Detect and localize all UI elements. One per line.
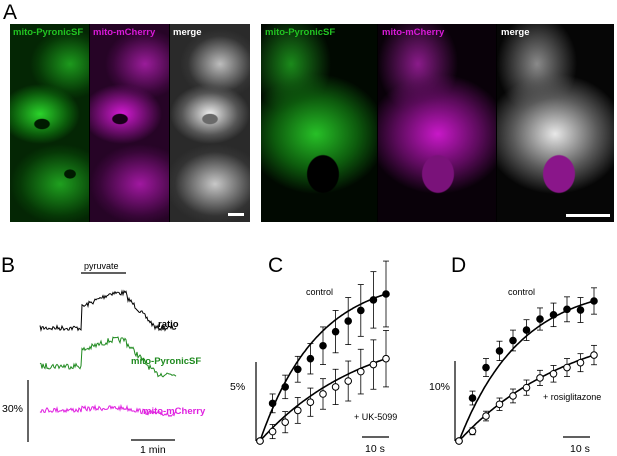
data-point xyxy=(331,327,340,336)
caption-left-magenta: mito-mCherry xyxy=(93,27,156,38)
stim-label-pyruvate: pyruvate xyxy=(84,261,119,271)
data-point xyxy=(344,317,352,325)
data-point xyxy=(495,400,504,409)
micrograph-left: mito-PyronicSF mito-mCherry merge xyxy=(10,24,250,222)
data-point xyxy=(357,367,365,376)
data-point xyxy=(536,315,544,323)
label-mcherry: mito-mCherry xyxy=(143,406,206,417)
data-point xyxy=(549,311,558,319)
scale-label-30: 30% xyxy=(2,403,24,415)
data-point xyxy=(256,437,264,445)
label-pyronicsf: mito-PyronicSF xyxy=(131,356,202,367)
data-point xyxy=(281,383,290,391)
caption-right-merge: merge xyxy=(501,27,530,38)
data-point xyxy=(268,399,277,408)
data-point xyxy=(576,306,585,314)
label-control-c: control xyxy=(306,287,334,297)
data-point xyxy=(382,354,390,363)
data-point xyxy=(281,418,290,426)
chart-c xyxy=(255,260,390,445)
data-point xyxy=(306,398,315,406)
data-point xyxy=(319,341,327,350)
data-point xyxy=(590,297,598,305)
micro-left-green xyxy=(10,24,89,222)
panel-letter-d: D xyxy=(451,254,467,277)
data-point xyxy=(344,377,352,385)
trace-mcherry xyxy=(39,403,177,418)
panel-letter-a: A xyxy=(3,1,18,24)
data-point xyxy=(331,383,340,391)
caption-right-magenta: mito-mCherry xyxy=(382,27,445,38)
data-point xyxy=(268,427,277,436)
chart-d xyxy=(454,287,598,445)
data-point xyxy=(482,412,490,420)
panel-b-traces xyxy=(27,272,177,442)
micro-left-merge xyxy=(170,24,250,222)
data-point xyxy=(382,290,390,298)
label-rosiglitazone: + rosiglitazone xyxy=(543,392,602,402)
data-point xyxy=(576,358,585,367)
scale-label-10s-d: 10 s xyxy=(570,443,590,455)
data-point xyxy=(455,437,463,445)
data-point xyxy=(590,351,598,359)
scale-label-5: 5% xyxy=(230,381,246,393)
data-point xyxy=(294,406,302,415)
data-point xyxy=(482,363,490,372)
data-point xyxy=(468,394,477,402)
data-point xyxy=(369,296,378,304)
trace-pyronicsf xyxy=(39,336,177,378)
data-point xyxy=(468,427,477,436)
data-point xyxy=(357,306,365,315)
scale-label-10s-c: 10 s xyxy=(365,443,385,455)
caption-left-green: mito-PyronicSF xyxy=(13,27,84,38)
panel-letter-b: B xyxy=(1,254,16,277)
data-point xyxy=(495,347,504,355)
data-point xyxy=(509,336,517,345)
data-point xyxy=(563,305,571,314)
data-point xyxy=(522,383,531,392)
micrograph-right: mito-PyronicSF mito-mCherry merge xyxy=(261,24,614,222)
data-point xyxy=(294,365,302,374)
data-point xyxy=(522,326,531,334)
micro-right-magenta xyxy=(378,24,496,222)
label-ratio: ratio xyxy=(158,319,179,330)
data-point xyxy=(549,369,558,378)
label-control-d: control xyxy=(508,287,536,297)
data-point xyxy=(563,363,571,372)
trace-ratio xyxy=(39,289,177,333)
scale-label-1min: 1 min xyxy=(140,444,166,456)
panel-letter-c: C xyxy=(268,254,284,277)
data-point xyxy=(306,354,315,363)
caption-left-merge: merge xyxy=(173,27,202,38)
caption-right-green: mito-PyronicSF xyxy=(265,27,336,38)
micro-right-merge xyxy=(497,24,614,222)
micro-left-magenta xyxy=(90,24,169,222)
scale-bar-right xyxy=(566,214,610,217)
scale-bar-left xyxy=(228,213,244,216)
data-point xyxy=(509,392,517,400)
data-point xyxy=(319,390,327,398)
data-point xyxy=(369,360,378,369)
scale-label-10: 10% xyxy=(429,381,451,393)
data-point xyxy=(536,374,544,382)
label-uk5099: + UK-5099 xyxy=(354,412,398,422)
micro-right-green xyxy=(261,24,377,222)
